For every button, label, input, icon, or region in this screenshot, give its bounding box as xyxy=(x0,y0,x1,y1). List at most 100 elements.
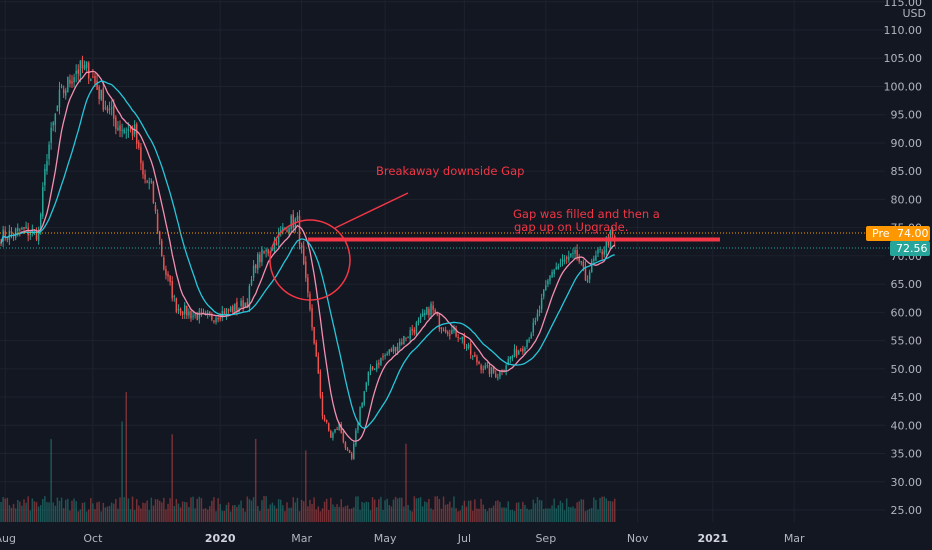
candle-body xyxy=(536,313,539,320)
candle-body xyxy=(62,89,65,94)
candle-body xyxy=(213,320,215,322)
candle-body xyxy=(474,354,476,357)
volume-bar xyxy=(110,502,113,522)
candle-body xyxy=(309,293,311,310)
volume-bar xyxy=(19,501,21,522)
y-tick-label: 50.00 xyxy=(891,363,923,376)
volume-bar xyxy=(407,504,409,522)
volume-bar xyxy=(290,507,292,522)
candle-body xyxy=(434,309,436,313)
y-tick-label: 95.00 xyxy=(891,109,923,122)
volume-bar xyxy=(311,504,313,522)
candle-body xyxy=(81,59,84,69)
volume-bar xyxy=(578,501,580,522)
volume-bar xyxy=(42,498,44,522)
candle-body xyxy=(346,448,349,451)
volume-bar xyxy=(52,502,54,522)
volume-bar xyxy=(480,498,482,522)
volume-bar xyxy=(44,496,46,522)
volume-bar xyxy=(206,509,209,522)
volume-bar xyxy=(271,502,274,522)
candle-body xyxy=(44,168,46,186)
volume-bar xyxy=(319,511,322,522)
candle-body xyxy=(60,86,63,88)
x-tick-label: Nov xyxy=(627,532,649,545)
volume-bar xyxy=(0,501,2,522)
volume-bar xyxy=(330,497,332,522)
volume-bar xyxy=(611,501,614,522)
volume-bar xyxy=(252,497,255,522)
volume-bar xyxy=(127,498,130,522)
volume-bar xyxy=(459,510,461,522)
candle-body xyxy=(302,246,305,264)
candle-body xyxy=(451,330,453,335)
volume-bar xyxy=(528,509,530,522)
volume-bar xyxy=(572,506,574,522)
volume-bar xyxy=(517,502,520,522)
volume-bar xyxy=(292,497,294,522)
candle-body xyxy=(396,346,399,352)
candle-body xyxy=(288,227,290,234)
volume-bar xyxy=(167,503,169,522)
candle-body xyxy=(257,254,259,270)
candle-body xyxy=(490,367,493,374)
candle-body xyxy=(167,273,169,277)
volume-bar xyxy=(152,505,155,522)
volume-bar xyxy=(313,497,315,522)
volume-bar xyxy=(417,498,420,522)
volume-bar xyxy=(321,508,324,522)
candle-body xyxy=(110,107,113,109)
volume-bar xyxy=(411,511,413,522)
candle-body xyxy=(169,275,171,283)
candle-body xyxy=(507,358,509,366)
volume-bar xyxy=(409,510,411,522)
volume-bar xyxy=(482,504,484,522)
candle-body xyxy=(455,328,457,337)
candle-body xyxy=(409,330,411,339)
candle-body xyxy=(261,249,263,263)
volume-bar xyxy=(419,497,422,522)
volume-bar xyxy=(442,496,445,522)
volume-bar xyxy=(92,503,94,522)
candle-body xyxy=(240,300,242,307)
candle-body xyxy=(48,144,50,159)
candle-body xyxy=(242,300,244,309)
volume-bar xyxy=(461,505,464,522)
y-tick-label: 30.00 xyxy=(891,476,923,489)
volume-bar xyxy=(46,502,48,522)
candle-body xyxy=(175,298,178,312)
price-axis[interactable]: 25.00 30.00 35.00 40.00 45.00 50.00 55.00 60.00… xyxy=(884,0,923,517)
candle-body xyxy=(75,70,77,74)
candle-body xyxy=(465,346,468,348)
volume-bar xyxy=(273,505,276,522)
volume-bar xyxy=(85,511,88,522)
volume-bar xyxy=(238,504,240,522)
gap-highlight-circle[interactable] xyxy=(269,219,351,301)
volume-bar xyxy=(538,499,541,522)
gap-callout-line[interactable] xyxy=(334,192,409,229)
volume-bar xyxy=(555,508,557,522)
candle-body xyxy=(444,329,447,333)
candle-body xyxy=(37,230,40,241)
time-axis[interactable]: Aug Oct 2020 Mar May Jul Sep Nov 2021 Mar xyxy=(0,532,805,545)
candle-body xyxy=(234,303,236,311)
candle-body xyxy=(522,348,524,352)
volume-bar xyxy=(179,507,182,522)
volume-bar xyxy=(83,502,86,522)
volume-bar xyxy=(472,510,474,522)
candle-body xyxy=(108,108,111,110)
volume-bar xyxy=(186,502,188,522)
volume-bar xyxy=(62,508,65,522)
volume-bar xyxy=(67,498,69,522)
volume-bar xyxy=(490,507,493,522)
volume-bar xyxy=(474,499,476,522)
volume-bar xyxy=(601,496,603,522)
volume-bar xyxy=(543,508,545,522)
y-tick-label: 105.00 xyxy=(884,52,923,65)
volume-bar xyxy=(125,392,128,522)
volume-bar xyxy=(453,496,455,522)
volume-bar xyxy=(17,500,19,522)
candle-body xyxy=(317,356,320,374)
candle-body xyxy=(259,254,261,263)
